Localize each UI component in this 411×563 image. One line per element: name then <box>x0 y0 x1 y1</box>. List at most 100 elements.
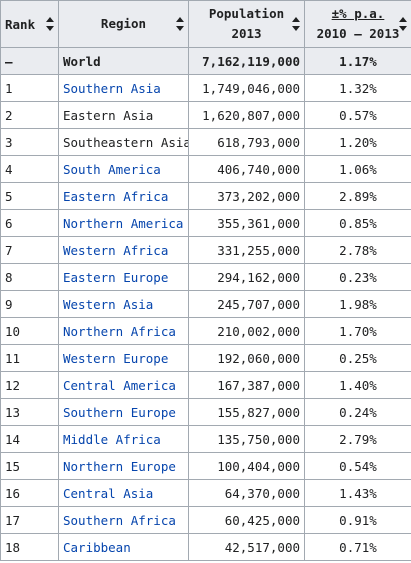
header-row: Rank Region Population <box>0 0 411 48</box>
population-cell: 406,740,000 <box>188 155 305 183</box>
region-link[interactable]: Northern Africa <box>63 323 176 339</box>
table-row: 14 Middle Africa 135,750,000 2.79% <box>0 425 411 453</box>
rank-cell: 11 <box>0 344 59 372</box>
population-cell: 210,002,000 <box>188 317 305 345</box>
change-cell: 0.85% <box>304 209 411 237</box>
region-cell: Central America <box>58 371 189 399</box>
sort-arrows-icon[interactable] <box>399 17 407 31</box>
rank-cell: 1 <box>0 74 59 102</box>
rank-column-header[interactable]: Rank <box>0 0 59 48</box>
region-link[interactable]: Southern Europe <box>63 404 176 420</box>
rank-cell: 14 <box>0 425 59 453</box>
table-row: 4 South America 406,740,000 1.06% <box>0 155 411 183</box>
change-cell: 0.54% <box>304 452 411 480</box>
change-header-line2: 2010 – 2013 <box>316 26 400 41</box>
region-link[interactable]: Western Africa <box>63 242 169 258</box>
rank-cell: 7 <box>0 236 59 264</box>
table-row: 16 Central Asia 64,370,000 1.43% <box>0 479 411 507</box>
region-column-header[interactable]: Region <box>58 0 189 48</box>
change-cell: 0.57% <box>304 101 411 129</box>
region-link[interactable]: Caribbean <box>63 539 131 555</box>
rank-header-label: Rank <box>5 17 36 32</box>
region-cell: Southern Africa <box>58 506 189 534</box>
change-header-label: ±% p.a. 2010 – 2013 <box>317 4 400 44</box>
region-link[interactable]: Central America <box>63 377 176 393</box>
world-total-row: — World 7,162,119,000 1.17% <box>0 47 411 75</box>
population-header-line2: 2013 <box>231 26 262 41</box>
change-cell: 1.20% <box>304 128 411 156</box>
table-row: 1 Southern Asia 1,749,046,000 1.32% <box>0 74 411 102</box>
region-cell: Southern Asia <box>58 74 189 102</box>
sort-arrows-icon[interactable] <box>292 17 300 31</box>
region-cell: Southeastern Asia <box>58 128 189 156</box>
rank-cell: — <box>0 47 59 75</box>
region-cell: Eastern Africa <box>58 182 189 210</box>
region-link[interactable]: Southern Africa <box>63 512 176 528</box>
change-cell: 1.06% <box>304 155 411 183</box>
sort-arrows-icon[interactable] <box>46 17 54 31</box>
population-cell: 1,620,807,000 <box>188 101 305 129</box>
region-link[interactable]: Western Asia <box>63 296 154 312</box>
change-cell: 0.23% <box>304 263 411 291</box>
table-row: 11 Western Europe 192,060,000 0.25% <box>0 344 411 372</box>
rank-cell: 17 <box>0 506 59 534</box>
region-cell: Western Asia <box>58 290 189 318</box>
population-cell: 64,370,000 <box>188 479 305 507</box>
region-cell: Central Asia <box>58 479 189 507</box>
sort-arrows-icon[interactable] <box>176 17 184 31</box>
table-row: 5 Eastern Africa 373,202,000 2.89% <box>0 182 411 210</box>
region-cell: Western Africa <box>58 236 189 264</box>
region-cell: South America <box>58 155 189 183</box>
table-row: 6 Northern America 355,361,000 0.85% <box>0 209 411 237</box>
region-link[interactable]: Southern Asia <box>63 80 161 96</box>
rank-cell: 16 <box>0 479 59 507</box>
change-cell: 0.25% <box>304 344 411 372</box>
rank-cell: 4 <box>0 155 59 183</box>
rank-cell: 15 <box>0 452 59 480</box>
change-cell: 1.17% <box>304 47 411 75</box>
table-row: 10 Northern Africa 210,002,000 1.70% <box>0 317 411 345</box>
population-cell: 7,162,119,000 <box>188 47 305 75</box>
region-link[interactable]: Eastern Africa <box>63 188 169 204</box>
population-cell: 155,827,000 <box>188 398 305 426</box>
table-row: 9 Western Asia 245,707,000 1.98% <box>0 290 411 318</box>
rank-cell: 6 <box>0 209 59 237</box>
change-column-header[interactable]: ±% p.a. 2010 – 2013 <box>304 0 411 48</box>
region-cell: Northern Africa <box>58 317 189 345</box>
population-cell: 167,387,000 <box>188 371 305 399</box>
population-cell: 100,404,000 <box>188 452 305 480</box>
change-cell: 1.43% <box>304 479 411 507</box>
change-cell: 1.40% <box>304 371 411 399</box>
change-cell: 1.98% <box>304 290 411 318</box>
change-header-line1[interactable]: ±% p.a. <box>331 6 385 21</box>
region-link[interactable]: Northern Europe <box>63 458 176 474</box>
population-cell: 42,517,000 <box>188 533 305 561</box>
population-cell: 331,255,000 <box>188 236 305 264</box>
change-cell: 0.24% <box>304 398 411 426</box>
region-link[interactable]: South America <box>63 161 161 177</box>
population-cell: 618,793,000 <box>188 128 305 156</box>
population-cell: 60,425,000 <box>188 506 305 534</box>
table-row: 17 Southern Africa 60,425,000 0.91% <box>0 506 411 534</box>
population-cell: 373,202,000 <box>188 182 305 210</box>
population-column-header[interactable]: Population 2013 <box>188 0 305 48</box>
region-cell: Caribbean <box>58 533 189 561</box>
population-header-label: Population 2013 <box>209 4 284 44</box>
region-link[interactable]: Western Europe <box>63 350 169 366</box>
table-row: 13 Southern Europe 155,827,000 0.24% <box>0 398 411 426</box>
change-cell: 2.89% <box>304 182 411 210</box>
rank-cell: 13 <box>0 398 59 426</box>
table-row: 3 Southeastern Asia 618,793,000 1.20% <box>0 128 411 156</box>
region-link[interactable]: Central Asia <box>63 485 154 501</box>
region-link[interactable]: Eastern Europe <box>63 269 169 285</box>
change-cell: 1.70% <box>304 317 411 345</box>
region-link[interactable]: Middle Africa <box>63 431 161 447</box>
population-cell: 1,749,046,000 <box>188 74 305 102</box>
region-link[interactable]: Northern America <box>63 215 184 231</box>
region-cell: Northern Europe <box>58 452 189 480</box>
table-row: 2 Eastern Asia 1,620,807,000 0.57% <box>0 101 411 129</box>
region-link-world[interactable]: World <box>63 53 101 69</box>
region-header-label: Region <box>100 16 147 31</box>
